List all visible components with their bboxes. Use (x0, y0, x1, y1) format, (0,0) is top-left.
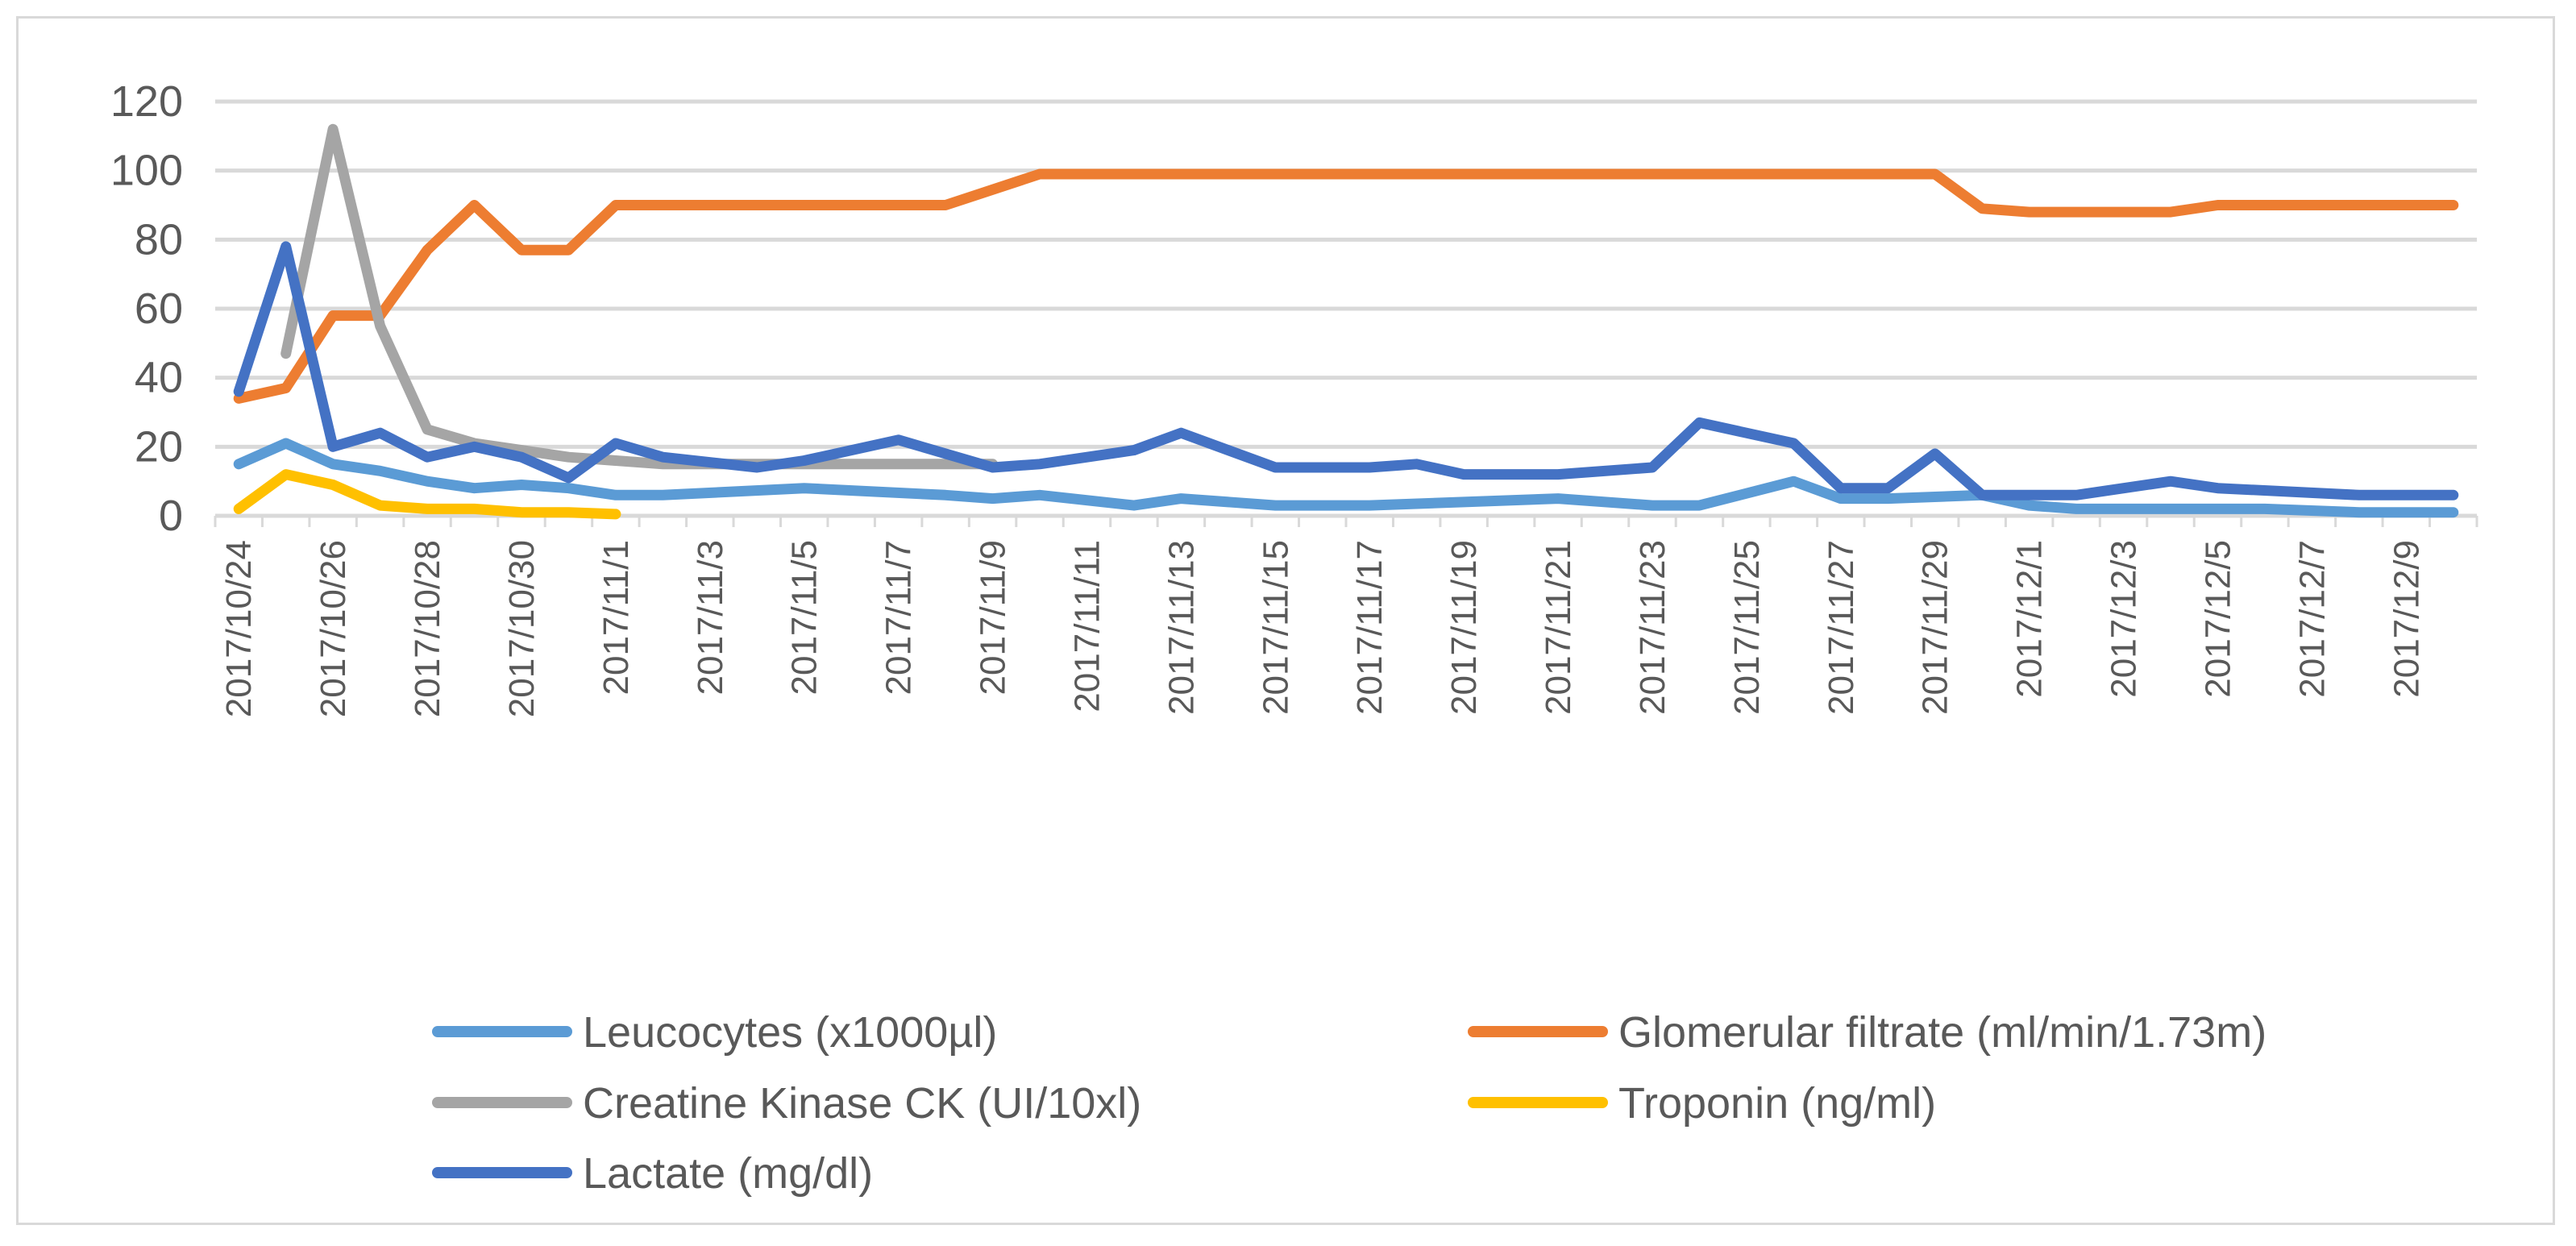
series-line-5 (233, 241, 2459, 500)
y-tick-label: 60 (135, 285, 183, 333)
x-tick-label: 2017/10/30 (502, 540, 542, 717)
x-tick-label: 2017/10/24 (219, 540, 259, 717)
x-tick-label: 2017/12/5 (2198, 540, 2237, 698)
y-tick-label: 0 (159, 492, 183, 540)
series-line-3 (280, 123, 999, 470)
x-tick-label: 2017/11/15 (1256, 540, 1295, 715)
y-tick-label: 40 (135, 354, 183, 402)
x-tick-label: 2017/11/21 (1539, 540, 1578, 715)
x-tick-label: 2017/11/17 (1350, 540, 1390, 715)
x-tick-label: 2017/11/9 (974, 540, 1013, 695)
x-tick-label: 2017/11/29 (1916, 540, 1955, 715)
x-tick-label: 2017/12/3 (2104, 540, 2144, 698)
x-tick-label: 2017/12/1 (2010, 540, 2050, 698)
x-tick-label: 2017/11/5 (785, 540, 825, 695)
legend-label: Lactate (mg/dl) (583, 1149, 873, 1198)
x-axis: 2017/10/24 2017/10/26 2017/10/28 2017/10/30… (214, 513, 2478, 717)
x-tick-label: 2017/10/28 (408, 540, 447, 717)
gridlines (215, 99, 2477, 449)
legend-label: Troponin (ng/ml) (1618, 1079, 1936, 1128)
series-line-2 (233, 168, 2459, 404)
legend-label: Creatine Kinase CK (UI/10xl) (583, 1079, 1141, 1128)
x-tick-label: 2017/12/7 (2292, 540, 2332, 698)
y-axis: 0 20 40 60 80 100 120 (110, 77, 183, 540)
legend: Leucocytes (x1000µl) Glomerular filtrate … (432, 1008, 2266, 1198)
x-tick-label: 2017/12/9 (2387, 540, 2426, 698)
series-line-1 (233, 438, 2459, 518)
x-tick-label: 2017/11/3 (691, 540, 730, 695)
y-tick-label: 80 (135, 215, 183, 264)
x-tick-label: 2017/10/26 (314, 540, 353, 717)
x-tick-label: 2017/11/11 (1067, 540, 1107, 712)
x-tick-label: 2017/11/7 (879, 540, 919, 695)
x-tick-label: 2017/11/19 (1444, 540, 1484, 715)
x-tick-label: 2017/11/13 (1161, 540, 1201, 715)
x-tick-label: 2017/11/1 (596, 540, 636, 695)
series-line-4 (233, 469, 621, 520)
y-tick-label: 100 (110, 147, 183, 195)
y-tick-label: 20 (135, 422, 183, 471)
x-tick-label: 2017/11/23 (1633, 540, 1672, 715)
x-tick-label: 2017/11/25 (1727, 540, 1767, 715)
x-tick-label: 2017/11/27 (1822, 540, 1861, 715)
chart-frame: 0 20 40 60 80 100 120 2017/10/24 2017/10/26 2017… (16, 16, 2555, 1225)
y-tick-label: 120 (110, 77, 183, 126)
series-lines (233, 123, 2459, 520)
legend-label: Glomerular filtrate (ml/min/1.73m) (1618, 1008, 2266, 1057)
legend-label: Leucocytes (x1000µl) (583, 1008, 997, 1057)
